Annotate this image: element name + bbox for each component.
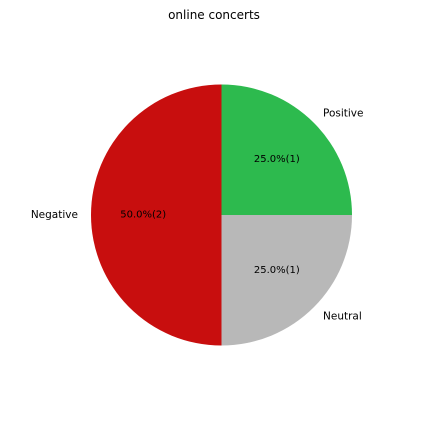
- slice-percent-negative: 50.0%(2): [120, 210, 166, 221]
- slice-label-negative: Negative: [31, 209, 78, 221]
- slice-label-positive: Positive: [323, 107, 363, 119]
- slice-percent-positive: 25.0%(1): [254, 154, 300, 165]
- pie-labels: Positive 25.0%(1) Neutral 25.0%(1) Negative 5…: [31, 107, 364, 322]
- pie-slice-positive: [221, 84, 352, 215]
- pie-slice-negative: [90, 84, 222, 346]
- pie-slice-neutral: [221, 215, 352, 346]
- slice-label-neutral: Neutral: [323, 311, 362, 323]
- pie-slices: [90, 84, 352, 346]
- slice-percent-neutral: 25.0%(1): [254, 265, 300, 276]
- chart-title: online concerts: [168, 8, 260, 22]
